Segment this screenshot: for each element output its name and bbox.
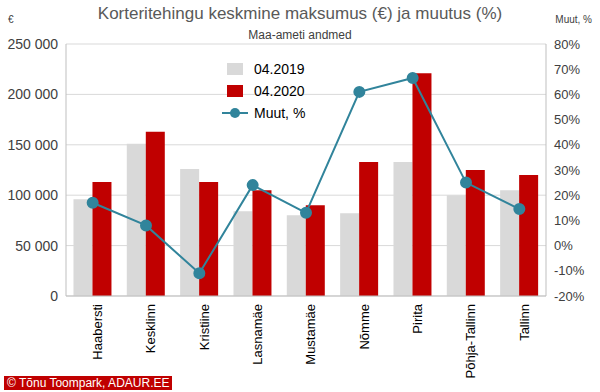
html-text:Korteritehingu keskmine maksum: Korteritehingu keskmine maksumus (€) ja … <box>97 4 503 23</box>
html-text:© Tõnu Toompark, ADAUR.EE: © Tõnu Toompark, ADAUR.EE <box>7 376 170 390</box>
svg-text:40%: 40% <box>554 137 580 152</box>
svg-text:50%: 50% <box>554 112 580 127</box>
svg-text:Mustamäe: Mustamäe <box>303 304 318 365</box>
svg-text:Kesklinn: Kesklinn <box>143 304 158 353</box>
html-text:Muut, %: Muut, % <box>555 14 592 25</box>
svg-text:Tallinn: Tallinn <box>517 304 532 341</box>
svg-text:10%: 10% <box>554 213 580 228</box>
svg-text:50 000: 50 000 <box>15 238 58 254</box>
svg-text:70%: 70% <box>554 62 580 77</box>
html-text:04.2020: 04.2020 <box>254 83 305 99</box>
svg-text:-20%: -20% <box>554 289 585 304</box>
svg-text:200 000: 200 000 <box>8 86 58 102</box>
html-text:Maa-ameti andmed: Maa-ameti andmed <box>248 28 352 42</box>
svg-text:Põhja-Tallinn: Põhja-Tallinn <box>463 304 478 378</box>
svg-text:Nõmme: Nõmme <box>357 304 372 350</box>
svg-text:Pirita: Pirita <box>410 303 425 333</box>
svg-text:250 000: 250 000 <box>8 36 58 52</box>
svg-text:0%: 0% <box>554 238 573 253</box>
svg-text:-10%: -10% <box>554 263 585 278</box>
svg-text:100 000: 100 000 <box>8 187 58 203</box>
html-text:Muut, %: Muut, % <box>254 105 306 121</box>
svg-text:20%: 20% <box>554 188 580 203</box>
svg-text:0: 0 <box>50 288 58 304</box>
svg-text:60%: 60% <box>554 87 580 102</box>
html-text:04.2019: 04.2019 <box>254 61 305 77</box>
svg-text:30%: 30% <box>554 163 580 178</box>
svg-text:Lasnamäe: Lasnamäe <box>250 304 265 365</box>
svg-text:80%: 80% <box>554 37 580 52</box>
svg-text:Haabersti: Haabersti <box>90 304 105 360</box>
svg-text:Kristiine: Kristiine <box>197 304 212 350</box>
svg-text:150 000: 150 000 <box>8 137 58 153</box>
